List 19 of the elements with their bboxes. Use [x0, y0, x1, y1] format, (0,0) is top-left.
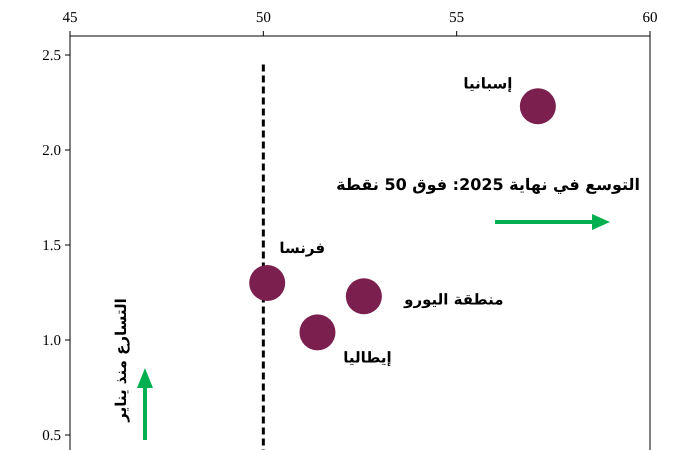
y-tick-label: 2.0 [42, 143, 61, 159]
series-label: إيطاليا [343, 348, 392, 366]
x-tick-label: 55 [449, 10, 464, 26]
x-tick-label: 60 [642, 10, 658, 26]
y-tick-label: 2.5 [42, 48, 61, 64]
point [299, 314, 336, 350]
series-label: منطقة اليورو [403, 290, 504, 308]
point [249, 265, 286, 301]
annotation: التسارع منذ يناير [112, 298, 130, 423]
y-tick-label: 1.0 [42, 333, 61, 349]
annotation: التوسع في نهاية 2025: فوق 50 نقطة [336, 175, 640, 194]
y-tick-label: 1.5 [42, 238, 61, 254]
series-label: إسبانيا [463, 74, 512, 92]
point [520, 88, 556, 124]
y-tick-label: 0.5 [42, 428, 61, 444]
x-tick-label: 45 [62, 10, 78, 26]
point [346, 278, 382, 314]
series-label: فرنسا [279, 239, 326, 257]
x-tick-label: 50 [256, 10, 271, 26]
